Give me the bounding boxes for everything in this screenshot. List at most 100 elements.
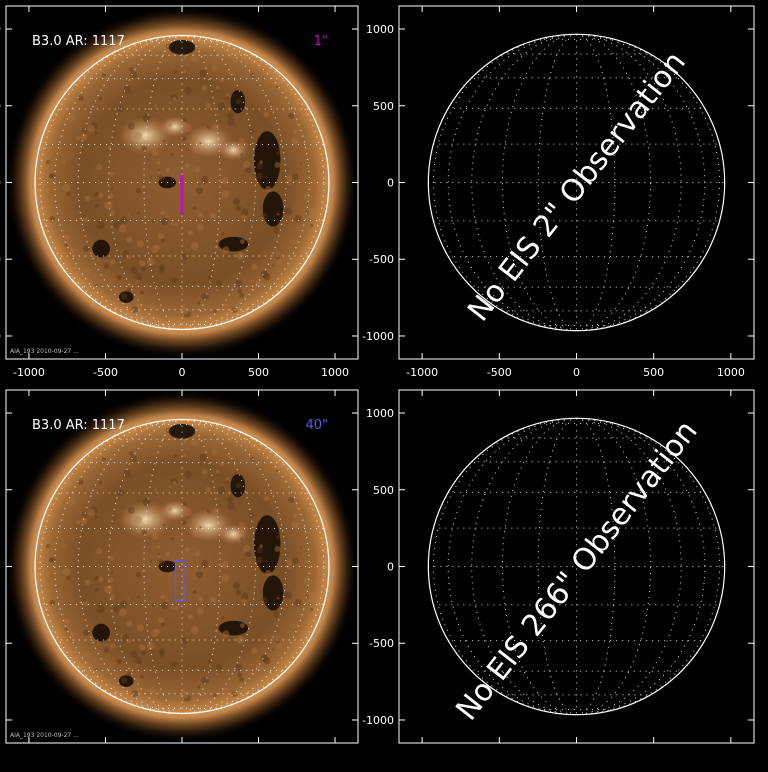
texture-speck [217, 486, 226, 494]
texture-speck [238, 292, 245, 298]
texture-speck [44, 572, 48, 577]
texture-speck [158, 648, 166, 655]
texture-speck [108, 555, 115, 561]
y-tick-label: -500 [369, 253, 394, 266]
texture-speck [119, 216, 128, 225]
texture-speck [182, 168, 185, 171]
x-tick-label: 1000 [717, 366, 745, 379]
texture-speck [66, 191, 71, 196]
eis-slit-marker [174, 560, 185, 602]
texture-speck [64, 234, 71, 241]
texture-speck [187, 614, 193, 620]
texture-speck [182, 117, 187, 122]
texture-speck [241, 598, 247, 605]
texture-speck [215, 288, 219, 292]
texture-speck [95, 164, 103, 171]
texture-speck [64, 627, 68, 631]
texture-speck [215, 672, 219, 676]
texture-speck [287, 112, 295, 120]
texture-speck [133, 695, 136, 698]
texture-speck [171, 661, 178, 668]
slit-width-label: 40" [305, 418, 328, 433]
texture-speck [141, 265, 147, 272]
texture-speck [102, 73, 106, 78]
solar-limb [427, 417, 726, 716]
texture-speck [148, 687, 156, 695]
texture-speck [196, 607, 205, 615]
texture-speck [229, 449, 232, 452]
aia-image: B3.0 AR: 1117 40" AIA_193 2010-09-27 ... [6, 390, 358, 743]
texture-speck [317, 561, 320, 564]
texture-speck [50, 172, 56, 179]
texture-speck [183, 54, 187, 59]
texture-speck [260, 216, 264, 220]
texture-speck [141, 145, 147, 152]
texture-speck [291, 557, 299, 564]
longitude-line [471, 33, 577, 332]
texture-speck [162, 523, 166, 527]
texture-speck [168, 506, 173, 511]
texture-speck [127, 122, 135, 130]
texture-speck [286, 180, 292, 186]
texture-speck [212, 214, 217, 219]
coronal-hole [92, 239, 111, 258]
texture-speck [260, 67, 268, 74]
panel-label: B3.0 AR: 1117 [32, 418, 125, 433]
texture-speck [221, 574, 229, 583]
axes: 1000 500 0 -500 -1000 [362, 389, 755, 744]
texture-speck [240, 537, 243, 541]
texture-speck [69, 248, 75, 254]
texture-speck [275, 638, 280, 643]
texture-speck [235, 589, 242, 595]
coronal-hole [230, 89, 246, 114]
coronal-hole [218, 236, 249, 252]
texture-speck [95, 531, 98, 534]
texture-speck [303, 192, 311, 200]
texture-speck [198, 183, 202, 186]
texture-speck [117, 489, 124, 497]
texture-speck [190, 626, 199, 635]
texture-speck [95, 587, 99, 592]
texture-speck [217, 102, 226, 110]
texture-speck [134, 131, 143, 140]
texture-speck [128, 451, 134, 456]
texture-speck [159, 267, 165, 273]
texture-speck [44, 188, 48, 193]
texture-speck [165, 551, 171, 557]
x-tick-label: 500 [248, 366, 269, 379]
texture-speck [219, 461, 225, 467]
texture-speck [231, 307, 238, 313]
texture-speck [161, 238, 166, 243]
texture-speck [240, 208, 249, 217]
texture-speck [130, 267, 138, 274]
texture-speck [206, 509, 211, 514]
texture-speck [157, 233, 164, 240]
texture-speck [157, 552, 160, 556]
y-tick-label: 0 [0, 177, 1, 190]
texture-speck [158, 174, 164, 180]
texture-speck [108, 193, 114, 200]
y-tick-label: -500 [369, 637, 394, 650]
texture-speck [151, 603, 156, 607]
y-tick-label: 500 [0, 100, 1, 113]
texture-speck [168, 122, 173, 127]
texture-speck [66, 575, 71, 580]
texture-speck [291, 136, 300, 145]
texture-speck [198, 212, 204, 218]
texture-speck [187, 230, 193, 236]
y-tick-label: 0 [387, 561, 394, 574]
texture-speck [109, 642, 116, 649]
texture-speck [307, 214, 315, 222]
texture-speck [158, 264, 166, 271]
axes: -1000 -500 0 500 1000 1000 500 0 -500 -1000 [362, 5, 755, 379]
texture-speck [67, 497, 76, 506]
texture-speck [176, 174, 179, 177]
texture-speck [277, 260, 283, 266]
panel-label: B3.0 AR: 1117 [32, 34, 125, 49]
texture-speck [96, 605, 105, 614]
texture-speck [245, 166, 252, 174]
texture-speck [50, 556, 56, 563]
texture-speck [213, 507, 220, 514]
texture-speck [213, 309, 217, 314]
texture-speck [219, 77, 225, 83]
